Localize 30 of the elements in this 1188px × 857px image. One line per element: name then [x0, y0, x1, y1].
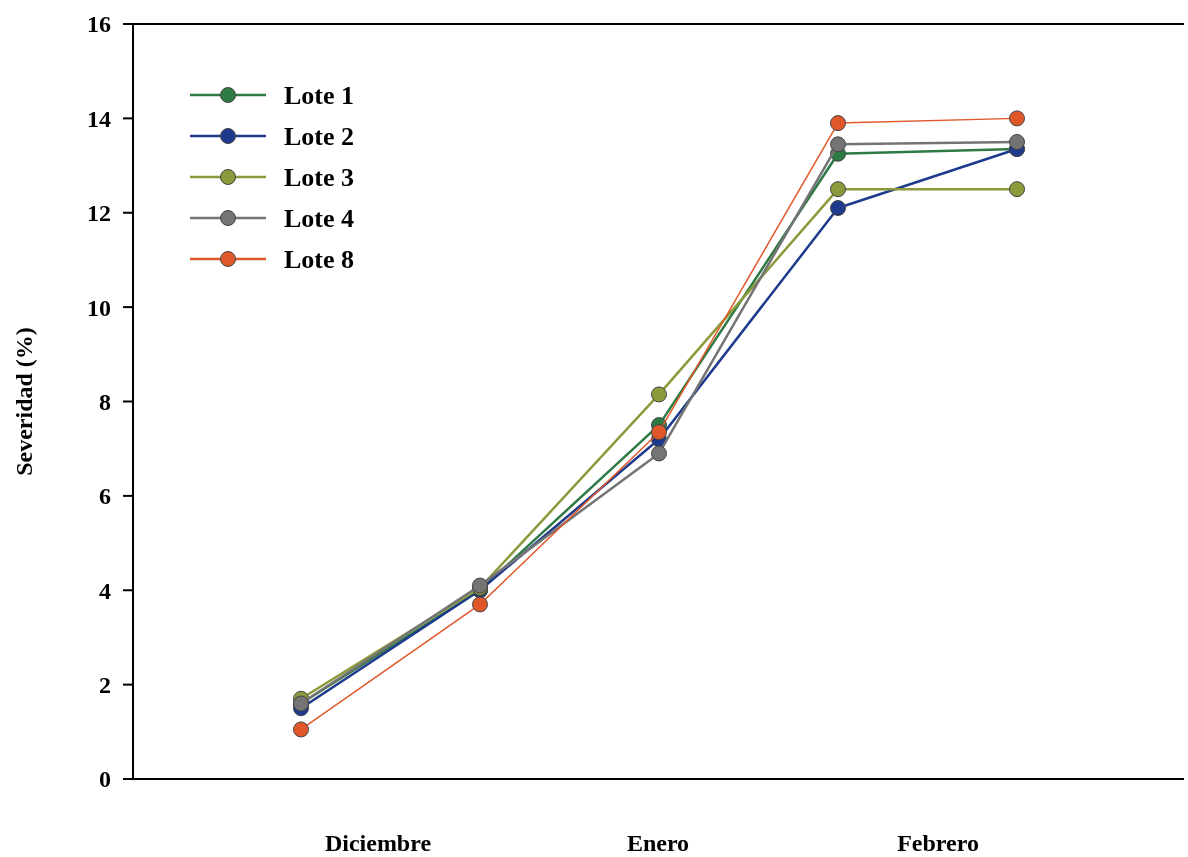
y-axis-title: Severidad (%) [11, 327, 37, 476]
legend-label: Lote 8 [284, 245, 355, 275]
point [1009, 181, 1025, 198]
y-tick-label: 6 [99, 483, 111, 510]
point [1009, 110, 1025, 127]
y-tick-label: 10 [87, 294, 111, 321]
point [830, 136, 846, 153]
y-tick-label: 16 [87, 11, 111, 38]
y-tick-label: 0 [99, 766, 111, 793]
y-tick-label: 14 [87, 105, 111, 132]
point [293, 721, 309, 738]
text: Enero [626, 830, 690, 856]
point [1009, 133, 1025, 150]
y-tick-label: 12 [87, 200, 111, 227]
text: Febrero [897, 830, 979, 856]
point [830, 200, 846, 217]
point [472, 596, 488, 613]
y-tick-label: 8 [99, 388, 111, 415]
y-tick-label: 4 [99, 577, 111, 604]
point [651, 445, 667, 462]
legend-label: Lote 3 [284, 163, 355, 193]
legend-label: Lote 4 [284, 204, 355, 234]
legend-label: Lote 2 [284, 122, 355, 152]
text: Diciembre [324, 830, 432, 856]
point [651, 424, 667, 441]
point [651, 386, 667, 403]
point [830, 181, 846, 198]
point [830, 115, 846, 132]
legend-label: Lote 1 [284, 81, 355, 111]
y-tick-label: 2 [99, 672, 111, 699]
